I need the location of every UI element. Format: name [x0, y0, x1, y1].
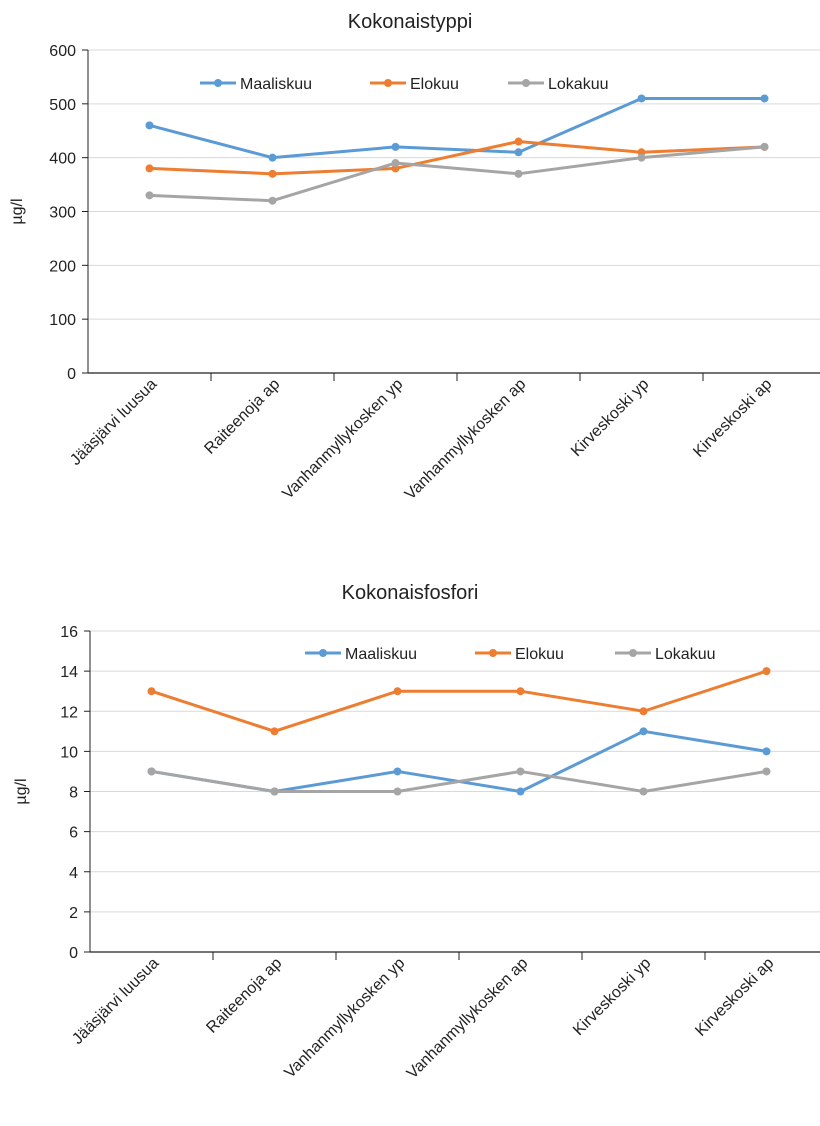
- data-point-elokuu: [268, 169, 277, 178]
- y-tick-label: 6: [69, 825, 78, 842]
- y-tick-label: 0: [67, 366, 76, 383]
- y-tick-label: 8: [69, 785, 78, 802]
- legend-marker-elokuu: [384, 79, 392, 87]
- chart-kokonaistyppi: Kokonaistyppi 0 100 200 300 400 500 600 µg/l Jääs…: [0, 0, 820, 560]
- series-line-lokakuu: [149, 145, 765, 203]
- y-tick-label: 100: [49, 312, 76, 329]
- data-point-elokuu: [639, 707, 648, 716]
- x-tick-label: Vanhanmyllykosken yp: [279, 376, 406, 503]
- data-point-maaliskuu: [760, 94, 769, 103]
- data-point-maaliskuu: [762, 747, 771, 756]
- y-tick-label: 10: [60, 744, 78, 761]
- legend-label-maaliskuu: Maaliskuu: [345, 646, 417, 663]
- data-point-elokuu: [270, 727, 279, 736]
- x-tick-label: Jääsjärvi luusua: [69, 955, 162, 1048]
- y-tick-label: 12: [60, 704, 78, 721]
- data-point-maaliskuu: [639, 727, 648, 736]
- data-point-maaliskuu: [516, 787, 525, 796]
- series-line-lokakuu: [151, 769, 767, 793]
- y-tick-label: 2: [69, 905, 78, 922]
- data-point-elokuu: [762, 667, 771, 676]
- legend-marker-maaliskuu: [319, 649, 327, 657]
- data-point-maaliskuu: [393, 767, 402, 776]
- data-point-elokuu: [516, 687, 525, 696]
- chart-title: Kokonaistyppi: [348, 11, 473, 33]
- data-point-maaliskuu: [514, 148, 523, 157]
- data-point-maaliskuu: [637, 94, 646, 103]
- y-tick-label: 300: [49, 205, 76, 222]
- chart-kokonaisfosfori-svg: Kokonaisfosfori 0 2 4 6 8 10 12 14 16 µg/l Jääsjärv…: [13, 582, 820, 1083]
- chart-kokonaisfosfori: Kokonaisfosfori 0 2 4 6 8 10 12 14 16 µg/l Jääsjärv…: [0, 575, 820, 1121]
- data-point-lokakuu: [145, 191, 154, 200]
- x-tick-label: Vanhanmyllykosken ap: [402, 376, 530, 504]
- y-tick-label: 16: [60, 624, 78, 641]
- x-tick-label: Kirveskoski yp: [568, 376, 652, 460]
- x-tick-label: Kirveskoski yp: [570, 955, 654, 1039]
- legend-marker-maaliskuu: [214, 79, 222, 87]
- legend-label-lokakuu: Lokakuu: [655, 646, 716, 663]
- data-point-lokakuu: [268, 196, 277, 205]
- x-tick-label: Kirveskoski ap: [692, 955, 777, 1040]
- series-line-elokuu: [149, 140, 765, 176]
- y-tick-label: 200: [49, 258, 76, 275]
- y-tick-label: 4: [69, 865, 78, 882]
- data-point-lokakuu: [391, 159, 400, 168]
- x-tick-label: Vanhanmyllykosken ap: [404, 955, 532, 1083]
- data-point-elokuu: [514, 137, 523, 146]
- chart-title: Kokonaisfosfori: [342, 582, 479, 604]
- y-axis-label: µg/l: [9, 198, 26, 224]
- data-point-elokuu: [393, 687, 402, 696]
- y-axis-label: µg/l: [13, 778, 30, 804]
- data-point-lokakuu: [516, 767, 525, 776]
- legend-marker-lokakuu: [522, 79, 530, 87]
- data-point-lokakuu: [762, 767, 771, 776]
- legend-marker-elokuu: [489, 649, 497, 657]
- data-point-lokakuu: [637, 153, 646, 162]
- data-point-elokuu: [145, 164, 154, 173]
- legend-label-maaliskuu: Maaliskuu: [240, 76, 312, 93]
- data-point-lokakuu: [760, 142, 769, 151]
- data-point-maaliskuu: [391, 142, 400, 151]
- y-tick-label: 600: [49, 43, 76, 60]
- data-point-maaliskuu: [145, 121, 154, 130]
- series-line-maaliskuu: [149, 96, 765, 160]
- data-point-lokakuu: [639, 787, 648, 796]
- data-point-maaliskuu: [268, 153, 277, 162]
- data-point-lokakuu: [147, 767, 156, 776]
- data-point-elokuu: [147, 687, 156, 696]
- y-tick-label: 500: [49, 97, 76, 114]
- x-tick-label: Kirveskoski ap: [690, 376, 775, 461]
- legend-label-elokuu: Elokuu: [410, 76, 459, 93]
- data-point-lokakuu: [393, 787, 402, 796]
- y-tick-label: 0: [69, 945, 78, 962]
- x-tick-label: Vanhanmyllykosken yp: [281, 955, 408, 1082]
- data-point-lokakuu: [514, 169, 523, 178]
- data-point-lokakuu: [270, 787, 279, 796]
- legend-marker-lokakuu: [629, 649, 637, 657]
- legend-label-elokuu: Elokuu: [515, 646, 564, 663]
- x-tick-label: Raiteenoja ap: [201, 376, 283, 458]
- series-line-elokuu: [151, 669, 767, 733]
- x-tick-label: Jääsjärvi luusua: [67, 376, 160, 469]
- legend-label-lokakuu: Lokakuu: [548, 76, 609, 93]
- y-tick-label: 400: [49, 151, 76, 168]
- chart-kokonaistyppi-svg: Kokonaistyppi 0 100 200 300 400 500 600 µg/l Jääs…: [9, 11, 820, 504]
- y-tick-label: 14: [60, 664, 78, 681]
- x-tick-label: Raiteenoja ap: [203, 955, 285, 1037]
